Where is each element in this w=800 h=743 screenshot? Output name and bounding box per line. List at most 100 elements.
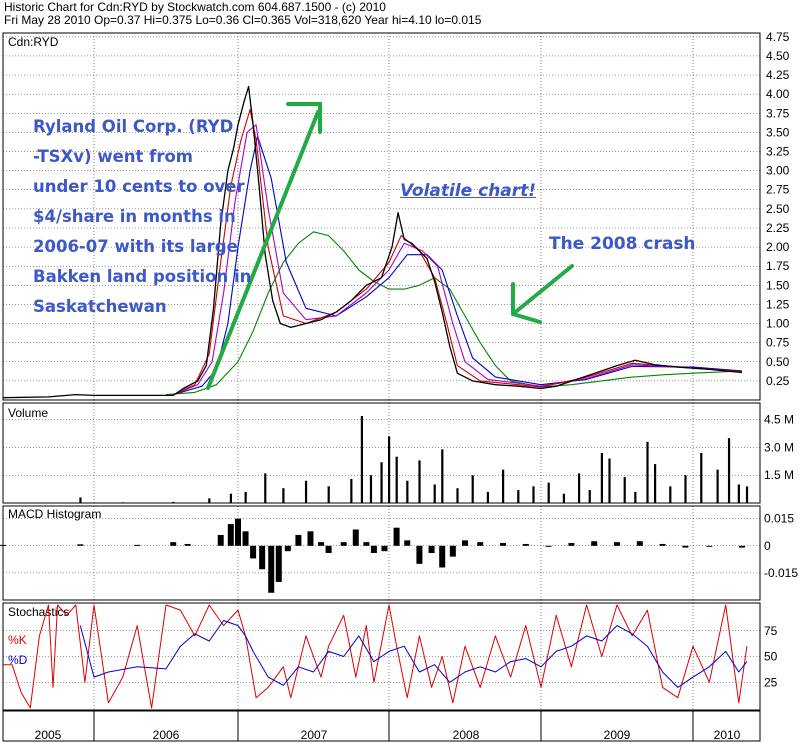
stochastics-k-line — [3, 604, 748, 709]
price-tick-label: 2.75 — [766, 183, 790, 197]
volume-bar — [654, 464, 657, 503]
macd-bar — [428, 545, 435, 553]
volume-bar — [79, 497, 82, 503]
x-tick-label: 2007 — [301, 728, 328, 742]
volume-bar — [588, 490, 591, 503]
price-tick-label: 0.50 — [766, 355, 790, 369]
chart-header-title: Historic Chart for Cdn:RYD by Stockwatch… — [4, 0, 386, 14]
macd-bar — [217, 534, 224, 546]
macd-bar — [77, 544, 84, 546]
ryland-annotation-line: 2006-07 with its large — [33, 237, 238, 256]
macd-bar — [370, 545, 377, 553]
macd-bar — [307, 531, 314, 546]
stochastics-panel-title: Stochastics — [8, 605, 69, 619]
macd-bar — [449, 545, 456, 557]
price-tick-label: 3.25 — [766, 145, 790, 159]
volume-bar — [684, 475, 687, 503]
price-tick-label: 3.50 — [766, 125, 790, 139]
ryland-annotation-line: -TSXv) went from — [33, 147, 193, 166]
volume-bar — [369, 475, 373, 503]
volume-bar — [244, 491, 247, 503]
volume-bar — [208, 498, 211, 503]
volume-bar — [562, 493, 565, 503]
macd-tick-label: 0 — [764, 539, 771, 553]
volume-tick-label: 1.5 M — [764, 468, 794, 482]
volume-bar — [360, 415, 364, 503]
ryland-annotation-line: Ryland Oil Corp. (RYD — [33, 117, 234, 136]
stochastics-legend-d: %D — [8, 653, 28, 667]
macd-bar — [591, 541, 598, 546]
macd-tick-label: -0.015 — [764, 566, 798, 580]
macd-bar — [134, 544, 141, 546]
volume-bar — [669, 486, 672, 503]
stochastics-legend-k: %K — [8, 633, 27, 647]
volume-bar — [121, 502, 124, 503]
volume-bar — [502, 469, 505, 503]
volume-bar — [716, 469, 719, 503]
macd-bar — [706, 545, 713, 547]
macd-bar — [381, 545, 388, 552]
macd-bar — [318, 542, 325, 546]
volume-bar — [406, 480, 409, 503]
x-axis-strip — [2, 710, 761, 742]
price-tick-label: 3.00 — [766, 164, 790, 178]
price-tick-label: 2.00 — [766, 240, 790, 254]
volume-panel-title: Volume — [8, 406, 48, 420]
upward-arrow — [206, 102, 322, 390]
ryland-annotation-line: under 10 cents to over — [33, 177, 245, 196]
price-tick-label: 1.50 — [766, 278, 790, 292]
volume-bar — [304, 480, 308, 503]
macd-bar — [636, 541, 643, 546]
x-tick-label: 2009 — [604, 728, 631, 742]
macd-bar — [659, 543, 666, 546]
volume-bar — [532, 486, 535, 503]
price-tick-label: 4.75 — [766, 30, 790, 44]
macd-bar — [416, 545, 423, 564]
macd-bar — [235, 518, 241, 546]
macd-bar — [614, 542, 620, 546]
macd-bar — [250, 545, 257, 559]
volume-bar — [456, 488, 459, 503]
macd-bar — [275, 545, 282, 582]
macd-bar — [268, 545, 275, 593]
volume-bar — [418, 460, 421, 503]
macd-bar — [522, 543, 529, 546]
volume-bar — [471, 475, 474, 503]
upward-arrow-shaft — [206, 110, 320, 390]
volume-bar — [517, 490, 520, 503]
price-series-ma-mid2 — [173, 135, 743, 396]
volume-bar — [486, 491, 489, 503]
macd-bar — [352, 529, 359, 546]
volume-bar — [737, 484, 740, 503]
panel-frame — [2, 505, 761, 601]
price-series-ma-short — [172, 108, 743, 396]
crash-arrow-shaft — [511, 264, 574, 316]
macd-bar — [568, 543, 575, 546]
macd-bar — [242, 531, 249, 546]
volume-bar — [264, 473, 267, 503]
price-tick-label: 4.25 — [766, 68, 790, 82]
crash-arrow-head — [511, 282, 542, 324]
volume-bar — [441, 449, 444, 503]
macd-bar — [340, 542, 347, 546]
volume-bar — [600, 453, 603, 503]
macd-bar — [545, 545, 552, 547]
stochastics-tick-label: 25 — [764, 675, 778, 689]
volume-bar — [634, 491, 637, 503]
price-tick-label: 2.25 — [766, 221, 790, 235]
upward-arrow-head — [286, 102, 322, 134]
ryland-annotation: Ryland Oil Corp. (RYD -TSXv) went from u… — [33, 112, 251, 322]
volume-bar — [350, 478, 353, 503]
x-tick-label: 2005 — [35, 728, 62, 742]
price-tick-label: 0.25 — [766, 374, 790, 388]
volume-bar — [547, 482, 550, 503]
x-tick-label: 2010 — [714, 728, 741, 742]
macd-panel-title: MACD Histogram — [8, 507, 101, 521]
chart-header-quote: Fri May 28 2010 Op=0.37 Hi=0.375 Lo=0.36… — [4, 13, 482, 27]
volume-bar — [745, 486, 749, 503]
macd-bar — [393, 527, 400, 546]
macd-bar — [739, 545, 746, 548]
macd-bar — [325, 545, 332, 553]
